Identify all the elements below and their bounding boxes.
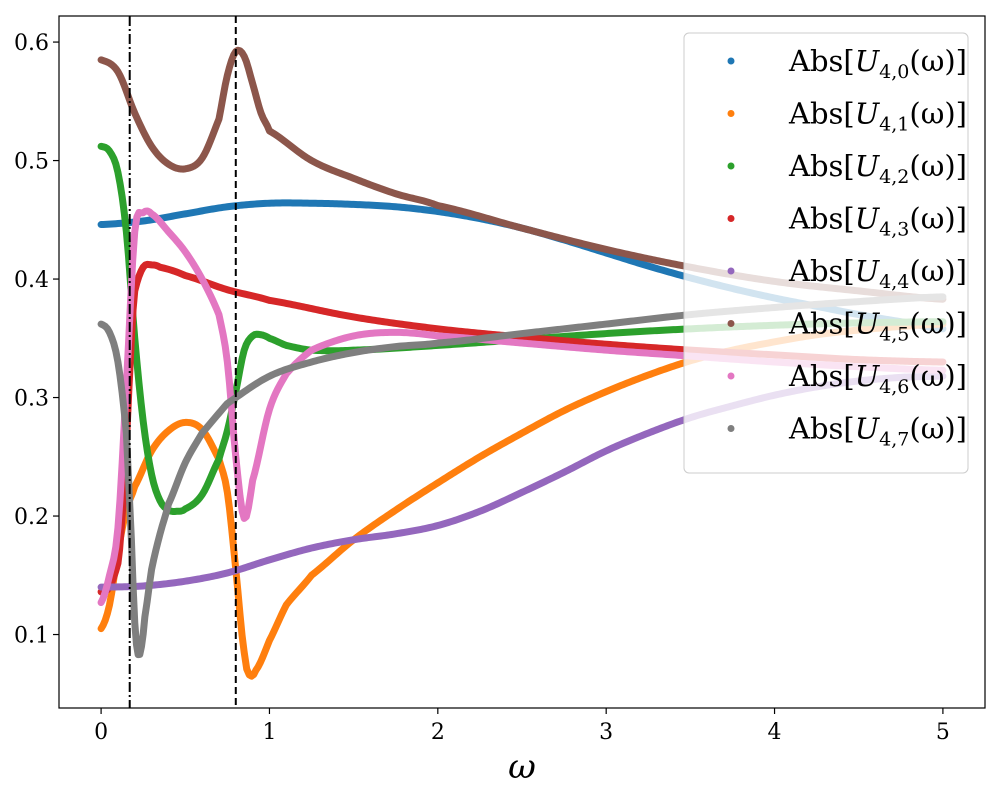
legend-marker [727, 425, 735, 432]
y-axis: 0.1 0.2 0.3 0.4 0.5 0.6 [14, 31, 59, 649]
legend-label: Abs[U4,3(ω)] [788, 202, 967, 241]
legend-marker [727, 215, 735, 222]
legend-label: Abs[U4,7(ω)] [788, 412, 967, 451]
x-tick-label: 0 [94, 720, 108, 745]
y-tick-label: 0.5 [14, 150, 49, 175]
vline-layer [128, 16, 237, 708]
x-axis: 0 1 2 3 4 5 [94, 708, 950, 745]
legend: Abs[U4,0(ω)] Abs[U4,1(ω)] Abs[U4,2(ω)] Abs[… [683, 32, 969, 474]
legend-label: Abs[U4,0(ω)] [788, 44, 967, 83]
y-tick-label: 0.1 [14, 624, 49, 649]
x-tick-label: 3 [599, 720, 613, 745]
series-layer [97, 46, 947, 680]
legend-box [683, 32, 969, 474]
legend-label: Abs[U4,5(ω)] [788, 307, 967, 346]
x-axis-title: ω [508, 747, 536, 787]
legend-label: Abs[U4,4(ω)] [788, 254, 967, 293]
legend-label: Abs[U4,6(ω)] [788, 359, 967, 398]
plot-frame [58, 15, 986, 709]
x-tick-label: 2 [431, 720, 445, 745]
y-tick-label: 0.4 [14, 268, 49, 293]
y-tick-label: 0.6 [14, 31, 49, 56]
x-tick-label: 4 [768, 720, 782, 745]
legend-label: Abs[U4,1(ω)] [788, 97, 967, 136]
legend-marker [727, 110, 735, 117]
legend-marker [727, 162, 735, 170]
legend-marker [727, 372, 735, 380]
y-tick-label: 0.2 [14, 505, 49, 530]
legend-marker [727, 320, 735, 327]
x-tick-label: 5 [936, 720, 950, 745]
legend-label: Abs[U4,2(ω)] [788, 149, 967, 188]
y-tick-label: 0.3 [14, 387, 49, 412]
x-tick-label: 1 [262, 720, 276, 745]
legend-marker [727, 57, 735, 65]
legend-marker [727, 267, 735, 275]
